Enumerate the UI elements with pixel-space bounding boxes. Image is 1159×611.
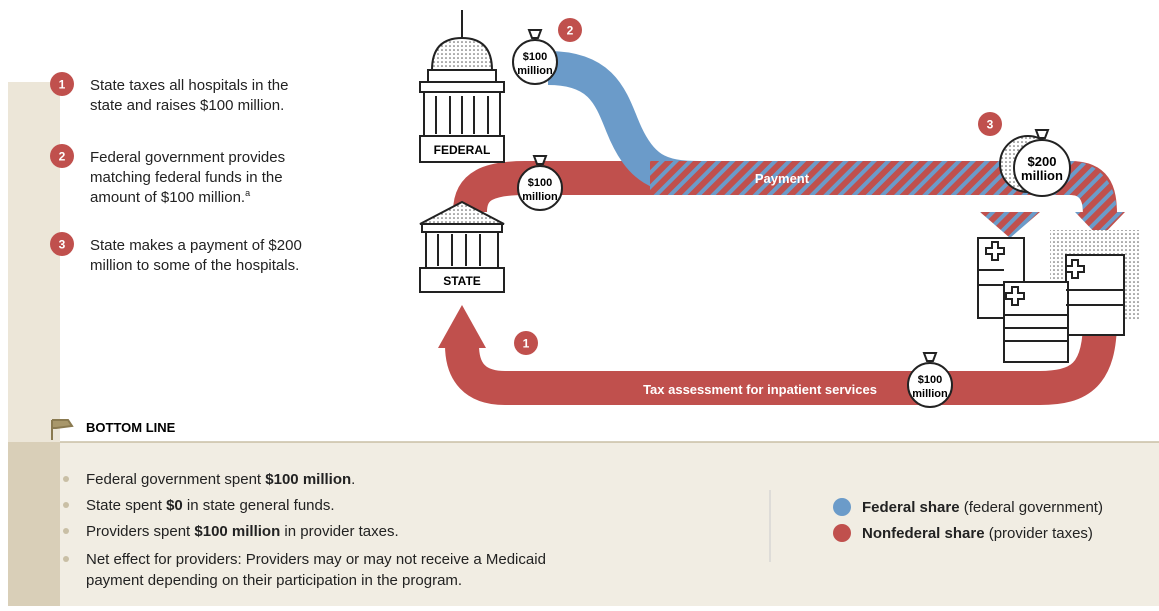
bag-neck (527, 29, 543, 39)
bullet-bold: $100 million (194, 523, 280, 540)
bag-text: $100 (918, 374, 942, 386)
flag-icon (51, 419, 74, 440)
bag-text: million (1021, 168, 1063, 183)
hospitals (977, 230, 1140, 363)
step-badge (514, 331, 538, 355)
bullet-part: . (351, 471, 355, 488)
step-text: State makes a payment of $200 (90, 237, 302, 254)
tax-flow (445, 319, 1117, 405)
step-number: 2 (59, 150, 66, 164)
legend-swatch (833, 498, 851, 516)
bag (1013, 139, 1071, 197)
legend: Federal share (federal government) Nonfed… (833, 498, 1103, 542)
legend-swatch (833, 524, 851, 542)
bullet-part: in state general funds. (183, 497, 335, 514)
step-text: Federal government provides (90, 149, 285, 166)
bullet-part: in provider taxes. (280, 523, 398, 540)
bullet-text: Federal government spent $100 million. (86, 471, 355, 488)
step-text: State taxes all hospitals in the (90, 77, 288, 94)
bottom-panel (8, 442, 1159, 606)
bullet-dot (63, 476, 69, 482)
bullet-text: payment depending on their participation… (86, 572, 462, 589)
step-text: matching federal funds in the (90, 169, 283, 186)
step-badge (50, 72, 74, 96)
footnote: a (245, 188, 250, 198)
bullet-text: State spent $0 in state general funds. (86, 497, 335, 514)
legend-text: Nonfederal share (provider taxes) (862, 525, 1093, 542)
bag-text: million (912, 388, 948, 400)
legend-bold: Nonfederal share (862, 525, 985, 542)
bag (517, 165, 563, 211)
bag-text: million (517, 65, 553, 77)
combined-flow (650, 161, 1117, 215)
bullet-part: Providers spent (86, 523, 194, 540)
bullet-part: State spent (86, 497, 166, 514)
bag-neck (532, 155, 548, 165)
bottom-line-heading: BOTTOM LINE (86, 420, 176, 435)
bag-text: $100 (523, 51, 547, 63)
step-number: 1 (523, 337, 530, 351)
arrow (980, 212, 1040, 238)
bullet-dot (63, 502, 69, 508)
step-number: 3 (59, 238, 66, 252)
state-building (419, 200, 505, 293)
side-strip-dark (8, 442, 60, 606)
bag-text: $200 (1028, 154, 1057, 169)
step-badge (558, 18, 582, 42)
bags: $100million2$100million$200million3$100m… (512, 18, 1071, 408)
arrow (1075, 212, 1125, 238)
bag-neck (1034, 129, 1050, 139)
state-label: STATE (443, 274, 481, 288)
bag-text: $100 (528, 177, 552, 189)
step-text: state and raises $100 million. (90, 97, 284, 114)
bullet-bold: $100 million (265, 471, 351, 488)
legend-bold: Federal share (862, 499, 960, 516)
bag (907, 362, 953, 408)
federal-building (419, 10, 505, 163)
bag (512, 39, 558, 85)
bullet-dot (63, 528, 69, 534)
legend-rest: (federal government) (960, 499, 1103, 516)
step-text: million to some of the hospitals. (90, 257, 299, 274)
step-badge (978, 112, 1002, 136)
bag-text: million (522, 191, 558, 203)
step-number: 2 (567, 24, 574, 38)
step-badge (50, 232, 74, 256)
bullet-bold: $0 (166, 497, 183, 514)
steps: 1 State taxes all hospitals in the state a… (50, 72, 302, 274)
federal-label: FEDERAL (434, 143, 491, 157)
bullet-dot (63, 556, 69, 562)
tax-label: Tax assessment for inpatient services (643, 382, 877, 397)
bullet-part: Net effect for providers: Providers may … (86, 551, 546, 568)
bullets: Federal government spent $100 million. St… (63, 471, 546, 589)
step-text: amount of $100 million.a (90, 188, 250, 206)
bullet-text: Providers spent $100 million in provider… (86, 523, 399, 540)
bag-neck (922, 352, 938, 362)
step-number: 1 (59, 78, 66, 92)
step-number: 3 (987, 118, 994, 132)
payment-label: Payment (755, 171, 810, 186)
legend-rest: (provider taxes) (985, 525, 1093, 542)
step-badge (50, 144, 74, 168)
bullet-part: Federal government spent (86, 471, 265, 488)
arrow (438, 305, 486, 348)
legend-text: Federal share (federal government) (862, 499, 1103, 516)
bullet-text: Net effect for providers: Providers may … (86, 551, 546, 568)
